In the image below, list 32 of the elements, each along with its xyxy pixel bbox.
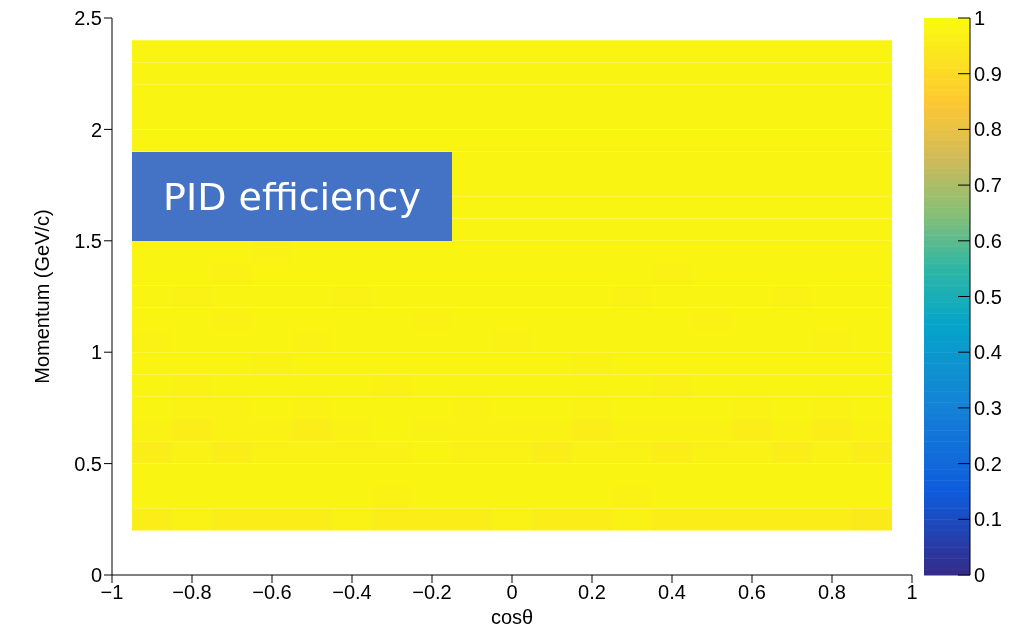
y-tick-label: 0.5	[74, 452, 102, 475]
y-tick-label: 1.5	[74, 229, 102, 252]
y-tick-label: 1	[90, 341, 102, 364]
color-bar-label: 0.1	[974, 508, 1002, 531]
colorbar-scale: 0 0.1 0.2 0.3 0.4 0.5 0.6 0.7 0.8 0.9 1	[924, 8, 1015, 620]
y-tick-label: 0	[90, 564, 102, 587]
x-tick-label: 0.4	[658, 581, 686, 604]
x-tick-label: 0	[506, 581, 518, 604]
x-tick-label: −0.8	[172, 581, 212, 604]
y-tick-label: 2.5	[74, 7, 102, 30]
y-tick-label: 2	[90, 118, 102, 141]
x-tick-label: 1	[906, 581, 918, 604]
color-bar-label: 0.9	[974, 62, 1002, 85]
x-tick-label: −0.4	[332, 581, 372, 604]
color-bar-label: 0.2	[974, 452, 1002, 475]
x-tick-label: 0.2	[578, 581, 606, 604]
color-bar-label: 1	[974, 7, 986, 29]
x-tick-label: −0.6	[252, 581, 292, 604]
color-bar-label: 0.6	[974, 229, 1002, 252]
color-bar-label: 0.7	[974, 174, 1002, 197]
x-tick-label: 0.8	[818, 581, 846, 604]
x-tick-label: 0.6	[738, 581, 766, 604]
color-bar-label: 0.4	[974, 341, 1002, 364]
x-axis-title: cosθ	[490, 606, 534, 628]
x-tick-label: −0.2	[412, 581, 452, 604]
color-bar-label: 0.8	[974, 118, 1002, 141]
color-bar-label: 0	[974, 564, 986, 586]
y-axis-title: Momentum (GeV/c)	[31, 209, 54, 384]
color-bar-label: 0.3	[974, 396, 1002, 419]
x-tick-label: −1	[100, 581, 124, 604]
color-bar-label: 0.5	[974, 285, 1002, 308]
annotation: PID efficiency	[132, 152, 452, 241]
